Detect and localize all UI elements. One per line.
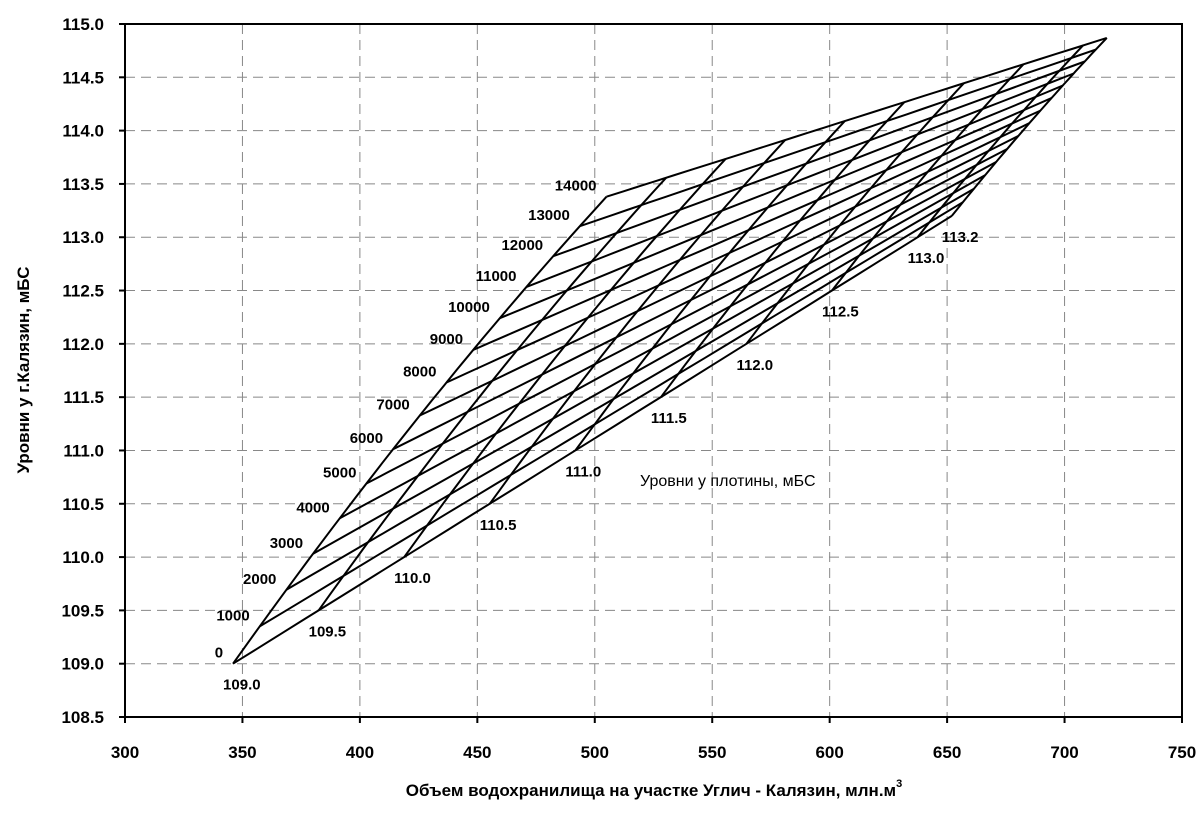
- x-tick-label: 650: [933, 743, 961, 762]
- discharge-curve: [606, 36, 1108, 198]
- discharge-curve: [552, 60, 1086, 258]
- dam-level-curve: [403, 158, 727, 558]
- y-tick-label: 114.0: [62, 122, 104, 141]
- discharge-curve: [365, 148, 1008, 485]
- discharge-curve-label: 2000: [243, 571, 276, 588]
- dam-level-curve: [660, 101, 906, 398]
- x-tick-label: 450: [463, 743, 491, 762]
- y-tick-label: 113.0: [62, 228, 104, 247]
- x-tick-label: 300: [111, 743, 139, 762]
- dam-level-label: 111.0: [565, 463, 601, 480]
- y-tick-label: 111.5: [63, 388, 104, 407]
- discharge-curve-label: 12000: [501, 237, 543, 254]
- discharge-curve-label: 3000: [270, 535, 303, 552]
- plot-frame: [124, 23, 1183, 718]
- y-tick-label: 112.5: [62, 282, 104, 301]
- curve-network: [232, 36, 1108, 665]
- discharge-curve-label: 1000: [216, 607, 249, 624]
- tick-layer: 300 350 400 450 500 550 600 650 700 750 108.5 109.0…: [61, 15, 1196, 762]
- y-tick-label: 109.5: [61, 601, 104, 620]
- discharge-curve-label: 7000: [376, 397, 409, 414]
- dam-level-label: 112.0: [736, 357, 773, 374]
- dam-level-curve: [488, 139, 786, 505]
- dam-level-label: 110.0: [394, 570, 431, 587]
- discharge-curve: [259, 201, 964, 628]
- discharge-curve-label: 4000: [296, 499, 329, 516]
- x-tick-label: 600: [815, 743, 843, 762]
- dam-level-label: 110.5: [480, 517, 517, 534]
- dam-level-curve: [831, 63, 1025, 292]
- discharge-curve: [499, 84, 1063, 320]
- y-tick-label: 108.5: [61, 708, 104, 727]
- y-tick-label: 112.0: [62, 335, 104, 354]
- y-axis-title: Уровни у г.Калязин, мБС: [14, 266, 33, 473]
- discharge-curve-label: 0: [215, 645, 223, 662]
- x-tick-label: 750: [1168, 743, 1196, 762]
- discharge-curve-label: 6000: [350, 430, 383, 447]
- dam-level-label: 112.5: [822, 304, 859, 321]
- dam-level-curve: [317, 177, 667, 611]
- x-tick-label: 550: [698, 743, 726, 762]
- discharge-curve-label: 9000: [430, 331, 463, 348]
- discharge-curve-label: 8000: [403, 363, 436, 380]
- x-tick-label: 500: [581, 743, 609, 762]
- discharge-curve: [285, 187, 975, 591]
- x-tick-label: 350: [228, 743, 256, 762]
- dam-level-curve: [232, 196, 608, 665]
- y-tick-label: 111.0: [63, 441, 104, 460]
- discharge-curve-label: 10000: [448, 299, 490, 316]
- discharge-curve: [579, 48, 1097, 228]
- dam-level-label: 111.5: [651, 410, 687, 427]
- x-tick-label: 400: [346, 743, 374, 762]
- dam-level-curve: [574, 120, 846, 452]
- y-tick-label: 110.5: [62, 495, 104, 514]
- dam-level-label: 109.5: [309, 623, 347, 640]
- discharge-curve-label: 13000: [528, 207, 570, 224]
- discharge-curve-label: 5000: [323, 464, 356, 481]
- y-tick-label: 110.0: [62, 548, 104, 567]
- dam-level-curve: [916, 44, 1084, 238]
- y-tick-label: 115.0: [62, 15, 104, 34]
- curve-label-layer: 0 1000 2000 3000 4000 5000 6000 7000 8000 9000 100…: [215, 178, 979, 694]
- dam-levels-annotation: Уровни у плотины, мБС: [640, 473, 816, 490]
- dam-level-label: 113.0: [908, 250, 945, 267]
- discharge-curve-label: 11000: [476, 268, 517, 285]
- discharge-curve: [526, 72, 1074, 288]
- dam-level-curve: [745, 82, 965, 345]
- y-tick-label: 114.5: [62, 68, 104, 87]
- dam-level-label: 109.0: [223, 677, 261, 694]
- x-tick-label: 700: [1050, 743, 1078, 762]
- dam-level-curve: [951, 37, 1108, 217]
- x-axis-title-superscript: 3: [896, 778, 902, 790]
- discharge-curve: [232, 215, 953, 665]
- dam-level-label: 113.2: [942, 229, 979, 246]
- y-tick-label: 109.0: [61, 655, 104, 674]
- x-axis-title-text: Объем водохранилища на участке Углич - К…: [406, 781, 896, 800]
- y-tick-label: 113.5: [62, 175, 104, 194]
- x-axis-title: Объем водохранилища на участке Углич - К…: [406, 778, 903, 800]
- discharge-curve-label: 14000: [555, 178, 597, 195]
